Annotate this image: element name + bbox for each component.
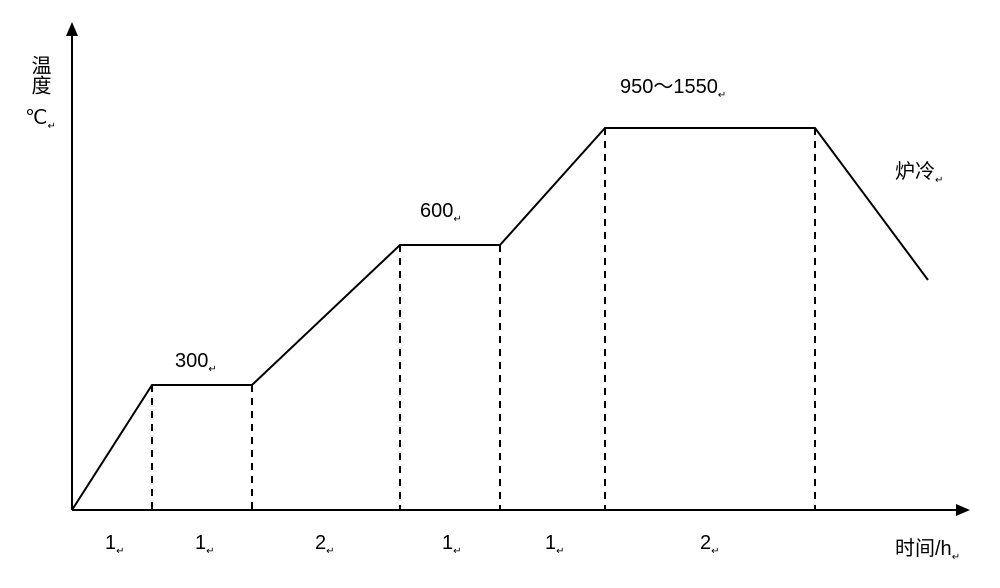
temp-label: 600↵: [420, 200, 462, 225]
cooling-label: 炉冷↵: [895, 155, 943, 186]
time-label: 1↵: [545, 532, 565, 557]
time-label: 1↵: [442, 532, 462, 557]
x-axis-label: 时间/h↵: [895, 532, 960, 563]
time-label: 1↵: [105, 532, 125, 557]
y-axis-unit: ℃↵: [25, 105, 56, 132]
chart-container: 温度 ℃↵ 300↵ 600↵ 950～1550↵ 炉冷↵ 1↵ 1↵ 2↵ 1↵ 1↵ 2↵…: [0, 0, 1000, 588]
y-axis-label-text: 温度: [28, 55, 50, 95]
time-label: 1↵: [195, 532, 215, 557]
chart-svg: [0, 0, 1000, 588]
temp-label: 300↵: [175, 350, 217, 375]
y-axis-label: 温度: [25, 55, 54, 95]
temp-label: 950～1550↵: [620, 70, 726, 101]
time-label: 2↵: [700, 532, 720, 557]
time-label: 2↵: [315, 532, 335, 557]
